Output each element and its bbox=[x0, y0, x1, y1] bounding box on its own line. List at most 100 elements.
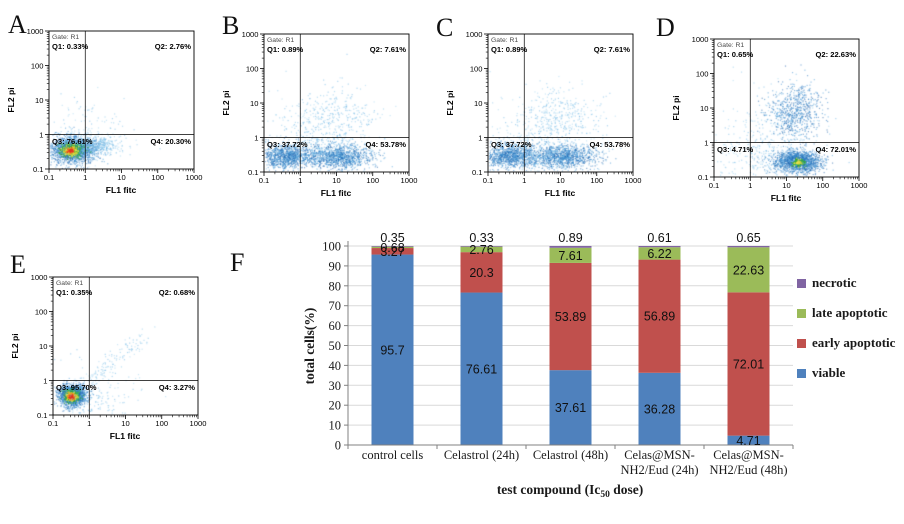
scatter-density-dots bbox=[714, 39, 859, 177]
scatter-density-dots bbox=[53, 277, 198, 415]
q2-label: Q2: 2.76% bbox=[155, 42, 192, 51]
svg-text:0.1: 0.1 bbox=[37, 411, 48, 420]
scatter-plot-frame: Gate: R1 Q1: 0.89% Q2: 7.61% Q3: 37.72% … bbox=[221, 30, 418, 198]
svg-text:10: 10 bbox=[332, 176, 340, 185]
x-category-label: NH2/Eud (24h) bbox=[620, 463, 698, 477]
gate-label: Gate: R1 bbox=[267, 37, 294, 44]
gate-label: Gate: R1 bbox=[56, 280, 83, 287]
svg-text:10: 10 bbox=[782, 181, 790, 190]
panel-label-e: E bbox=[10, 250, 26, 279]
bar-top-label: 0.89 bbox=[558, 231, 582, 245]
svg-text:10: 10 bbox=[556, 176, 564, 185]
svg-text:0.1: 0.1 bbox=[44, 173, 55, 182]
svg-text:0.1: 0.1 bbox=[698, 173, 709, 182]
gate-label: Gate: R1 bbox=[52, 34, 79, 41]
q2-label: Q2: 0.68% bbox=[159, 288, 196, 297]
chart-bars bbox=[371, 246, 770, 445]
flow-cytometry-plot-d: Gate: R1 Q1: 0.65% Q2: 22.63% Q3: 4.71% … bbox=[669, 27, 881, 213]
bar-segment-viable bbox=[460, 292, 503, 445]
scatter-density-dots bbox=[488, 34, 633, 172]
q1-label: Q1: 0.89% bbox=[267, 45, 304, 54]
chart-category-labels: control cells Celastrol (24h) Celastrol (4… bbox=[362, 448, 788, 477]
y-axis-title: FL2 pi bbox=[671, 95, 681, 120]
svg-text:10: 10 bbox=[35, 96, 43, 105]
svg-text:100: 100 bbox=[470, 64, 483, 73]
bar-value-label: 36.28 bbox=[644, 402, 675, 416]
axis-ticks bbox=[484, 33, 634, 176]
svg-text:100: 100 bbox=[816, 181, 829, 190]
flow-cytometry-plot-b: Gate: R1 Q1: 0.89% Q2: 7.61% Q3: 37.72% … bbox=[219, 22, 431, 208]
y-axis-title: FL2 pi bbox=[445, 90, 455, 115]
bar-value-label: 72.01 bbox=[733, 357, 764, 371]
q2-label: Q2: 7.61% bbox=[594, 45, 631, 54]
svg-text:10: 10 bbox=[250, 99, 258, 108]
x-tick-labels: 0.1 1 10 100 1000 bbox=[259, 176, 418, 185]
panel-label-b: B bbox=[222, 11, 240, 40]
svg-text:100: 100 bbox=[155, 419, 168, 428]
y-tick-label: 50 bbox=[329, 339, 342, 353]
y-tick-label: 70 bbox=[329, 299, 342, 313]
bar-segment-necrotic bbox=[460, 246, 503, 247]
chart-axes bbox=[344, 241, 794, 449]
bar-segment-early-apoptotic bbox=[549, 262, 592, 371]
svg-text:1: 1 bbox=[522, 176, 526, 185]
x-axis-title: FL1 fitc bbox=[106, 185, 137, 195]
x-tick-labels: 0.1 1 10 100 1000 bbox=[44, 173, 203, 182]
x-axis-title: FL1 fitc bbox=[110, 431, 141, 441]
panel-label-d: D bbox=[656, 13, 675, 42]
y-tick-label: 100 bbox=[322, 240, 341, 254]
bar-segment-viable bbox=[549, 370, 592, 445]
q3-label: Q3: 37.72% bbox=[267, 140, 308, 149]
y-tick-label: 80 bbox=[329, 279, 342, 293]
bar-value-label: 76.61 bbox=[466, 362, 497, 376]
bar-segment-viable bbox=[371, 254, 414, 445]
bar-top-label: 0.35 bbox=[380, 231, 404, 245]
svg-text:1000: 1000 bbox=[190, 419, 207, 428]
x-tick-labels: 0.1 1 10 100 1000 bbox=[48, 419, 207, 428]
svg-text:100: 100 bbox=[35, 307, 48, 316]
svg-text:1: 1 bbox=[39, 130, 43, 139]
q1-label: Q1: 0.65% bbox=[717, 50, 754, 59]
axis-ticks bbox=[710, 38, 860, 181]
bar-segment-necrotic bbox=[371, 246, 414, 247]
q4-label: Q4: 72.01% bbox=[815, 145, 856, 154]
y-tick-label: 40 bbox=[329, 359, 342, 373]
y-tick-label: 30 bbox=[329, 379, 342, 393]
bar-value-label: 22.63 bbox=[733, 263, 764, 277]
q4-label: Q4: 3.27% bbox=[159, 383, 196, 392]
panel-label-a: A bbox=[8, 10, 27, 39]
x-axis-title: FL1 fitc bbox=[321, 188, 352, 198]
svg-text:1: 1 bbox=[254, 133, 258, 142]
y-axis-title: FL2 pi bbox=[10, 333, 20, 358]
svg-text:100: 100 bbox=[31, 61, 44, 70]
x-axis-title: FL1 fitc bbox=[545, 188, 576, 198]
axis-ticks bbox=[260, 33, 410, 176]
panel-label-c: C bbox=[436, 13, 454, 42]
y-tick-label: 90 bbox=[329, 259, 342, 273]
q1-label: Q1: 0.33% bbox=[52, 42, 89, 51]
chart-x-axis-title: test compound (Ic50 dose) bbox=[497, 482, 643, 500]
x-category-label: Celas@MSN- bbox=[713, 448, 784, 462]
svg-text:1: 1 bbox=[704, 138, 708, 147]
x-category-label: control cells bbox=[362, 448, 424, 462]
legend-label: late apoptotic bbox=[812, 305, 888, 320]
chart-y-axis-title: total cells(%) bbox=[302, 308, 317, 385]
y-axis-title: FL2 pi bbox=[221, 90, 231, 115]
bar-segment-necrotic bbox=[549, 246, 592, 248]
svg-text:1000: 1000 bbox=[625, 176, 642, 185]
bar-segment-viable bbox=[638, 372, 681, 445]
x-tick-labels: 0.1 1 10 100 1000 bbox=[483, 176, 642, 185]
svg-text:100: 100 bbox=[590, 176, 603, 185]
svg-text:1000: 1000 bbox=[466, 30, 483, 39]
bar-segment-late-apoptotic bbox=[460, 246, 503, 253]
x-tick-labels: 0.1 1 10 100 1000 bbox=[709, 181, 868, 190]
svg-text:100: 100 bbox=[151, 173, 164, 182]
svg-text:0.1: 0.1 bbox=[709, 181, 720, 190]
y-tick-labels: 0.1 1 10 100 1000 bbox=[242, 30, 259, 177]
scatter-plot-frame: Gate: R1 Q1: 0.65% Q2: 22.63% Q3: 4.71% … bbox=[671, 35, 868, 203]
svg-text:0.1: 0.1 bbox=[472, 168, 483, 177]
legend-swatch bbox=[797, 338, 806, 348]
svg-text:1: 1 bbox=[298, 176, 302, 185]
legend-item-late-apoptotic: late apoptotic bbox=[797, 298, 903, 328]
x-category-label: Celastrol (48h) bbox=[533, 448, 608, 462]
